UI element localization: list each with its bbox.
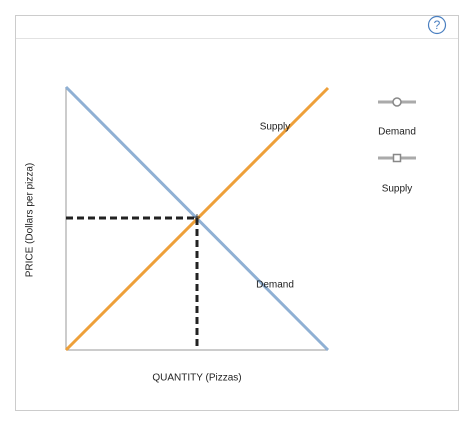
demand-label: Demand — [256, 280, 294, 291]
demand-tool-handle[interactable] — [392, 97, 402, 107]
frame — [15, 15, 459, 411]
equilibrium-marker: + — [193, 210, 200, 224]
help-button[interactable] — [427, 15, 447, 35]
legend-supply: Supply — [382, 184, 413, 195]
help-icon[interactable]: ? — [434, 18, 441, 32]
y-axis-label: PRICE (Dollars per pizza) — [25, 163, 36, 277]
legend-demand: Demand — [378, 127, 416, 138]
x-axis-label: QUANTITY (Pizzas) — [152, 373, 241, 384]
supply-label: Supply — [260, 122, 291, 133]
supply-tool-handle[interactable] — [392, 153, 402, 163]
